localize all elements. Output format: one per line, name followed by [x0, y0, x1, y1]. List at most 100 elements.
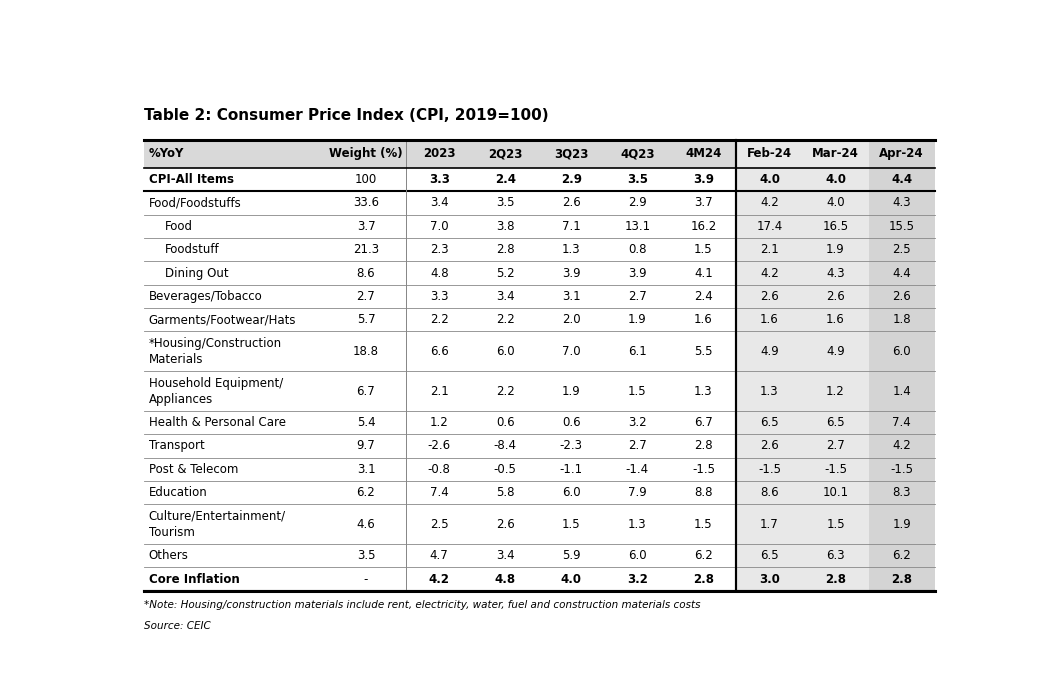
Text: 3.5: 3.5 — [357, 549, 376, 562]
Text: Household Equipment/
Appliances: Household Equipment/ Appliances — [148, 376, 283, 406]
Text: 7.9: 7.9 — [628, 487, 647, 499]
Text: 8.6: 8.6 — [761, 487, 778, 499]
Text: 2.6: 2.6 — [761, 439, 778, 452]
Text: 2.6: 2.6 — [562, 197, 581, 209]
Text: 2.4: 2.4 — [694, 290, 713, 303]
Text: 21.3: 21.3 — [352, 243, 379, 256]
Bar — [144, 411, 736, 434]
Text: 2.2: 2.2 — [495, 313, 514, 326]
Text: 3.1: 3.1 — [562, 290, 581, 303]
Text: -1.1: -1.1 — [560, 463, 583, 476]
Bar — [144, 544, 736, 567]
Text: 4.2: 4.2 — [429, 573, 450, 585]
Bar — [144, 215, 736, 238]
Text: 2.5: 2.5 — [430, 518, 448, 530]
Text: 5.4: 5.4 — [357, 416, 376, 429]
Text: Transport: Transport — [148, 439, 204, 452]
Text: 13.1: 13.1 — [624, 220, 650, 233]
Text: 7.4: 7.4 — [892, 416, 911, 429]
Text: *Housing/Construction
Materials: *Housing/Construction Materials — [148, 337, 282, 366]
Text: 5.9: 5.9 — [562, 549, 581, 562]
Text: Culture/Entertainment/
Tourism: Culture/Entertainment/ Tourism — [148, 510, 286, 539]
Text: 3.2: 3.2 — [628, 416, 647, 429]
Text: 1.7: 1.7 — [761, 518, 778, 530]
Text: 2.8: 2.8 — [891, 573, 912, 585]
Text: 2.7: 2.7 — [826, 439, 845, 452]
Bar — [144, 238, 736, 261]
Text: 1.2: 1.2 — [826, 385, 845, 397]
Text: Education: Education — [148, 487, 207, 499]
Text: 2.6: 2.6 — [761, 290, 778, 303]
Text: 2023: 2023 — [423, 148, 456, 160]
Text: Dining Out: Dining Out — [165, 266, 228, 279]
Text: 5.8: 5.8 — [497, 487, 514, 499]
Text: -1.5: -1.5 — [757, 463, 781, 476]
Text: 2.8: 2.8 — [495, 243, 514, 256]
Text: Garments/Footwear/Hats: Garments/Footwear/Hats — [148, 313, 296, 326]
Text: Food: Food — [165, 220, 193, 233]
Bar — [144, 372, 736, 411]
Bar — [144, 567, 736, 591]
Text: 18.8: 18.8 — [353, 345, 379, 358]
Text: 2.6: 2.6 — [495, 518, 514, 530]
Text: 1.5: 1.5 — [694, 518, 712, 530]
Text: 2.3: 2.3 — [430, 243, 448, 256]
Text: 33.6: 33.6 — [353, 197, 379, 209]
Bar — [144, 332, 736, 372]
Text: 4.0: 4.0 — [561, 573, 582, 585]
Text: 4.8: 4.8 — [430, 266, 448, 279]
Text: 3.9: 3.9 — [562, 266, 581, 279]
Text: 1.9: 1.9 — [628, 313, 647, 326]
Text: 3Q23: 3Q23 — [554, 148, 588, 160]
Text: 3.3: 3.3 — [430, 290, 448, 303]
Text: 2.2: 2.2 — [495, 385, 514, 397]
Bar — [144, 308, 736, 332]
Bar — [144, 458, 736, 481]
Text: 6.0: 6.0 — [628, 549, 647, 562]
Text: 4.9: 4.9 — [761, 345, 778, 358]
Text: 3.2: 3.2 — [627, 573, 648, 585]
Text: 4.0: 4.0 — [826, 197, 845, 209]
Text: 2.8: 2.8 — [693, 573, 714, 585]
Text: 7.0: 7.0 — [562, 345, 581, 358]
Text: 2.4: 2.4 — [494, 173, 515, 186]
Text: 2.1: 2.1 — [430, 385, 448, 397]
Text: 2.8: 2.8 — [694, 439, 712, 452]
Text: 6.1: 6.1 — [628, 345, 647, 358]
Text: 4.3: 4.3 — [826, 266, 845, 279]
Text: 8.6: 8.6 — [357, 266, 376, 279]
Text: 4.7: 4.7 — [430, 549, 448, 562]
Text: %YoY: %YoY — [148, 148, 184, 160]
Text: 7.0: 7.0 — [430, 220, 448, 233]
Text: 0.6: 0.6 — [495, 416, 514, 429]
Text: 3.7: 3.7 — [694, 197, 712, 209]
Text: 1.8: 1.8 — [892, 313, 911, 326]
Text: 3.4: 3.4 — [430, 197, 448, 209]
Text: 4.0: 4.0 — [825, 173, 846, 186]
Text: 3.9: 3.9 — [628, 266, 647, 279]
Text: Beverages/Tobacco: Beverages/Tobacco — [148, 290, 262, 303]
Text: 100: 100 — [355, 173, 377, 186]
Bar — [144, 261, 736, 285]
Text: Feb-24: Feb-24 — [747, 148, 792, 160]
Text: 9.7: 9.7 — [357, 439, 376, 452]
Text: 4.4: 4.4 — [891, 173, 912, 186]
Text: 2.7: 2.7 — [628, 439, 647, 452]
Text: 1.5: 1.5 — [694, 243, 712, 256]
Text: 3.9: 3.9 — [693, 173, 714, 186]
Text: 2Q23: 2Q23 — [488, 148, 523, 160]
Text: 16.2: 16.2 — [690, 220, 716, 233]
Text: -1.5: -1.5 — [692, 463, 715, 476]
Text: 6.0: 6.0 — [495, 345, 514, 358]
Bar — [144, 434, 736, 458]
Text: 1.9: 1.9 — [562, 385, 581, 397]
Text: 1.3: 1.3 — [694, 385, 712, 397]
Text: 2.7: 2.7 — [628, 290, 647, 303]
Text: 2.2: 2.2 — [430, 313, 448, 326]
Text: 2.6: 2.6 — [826, 290, 845, 303]
Text: 6.3: 6.3 — [826, 549, 845, 562]
Text: 2.0: 2.0 — [562, 313, 581, 326]
Text: 2.7: 2.7 — [357, 290, 376, 303]
Text: 3.7: 3.7 — [357, 220, 376, 233]
Text: 4.2: 4.2 — [761, 266, 778, 279]
